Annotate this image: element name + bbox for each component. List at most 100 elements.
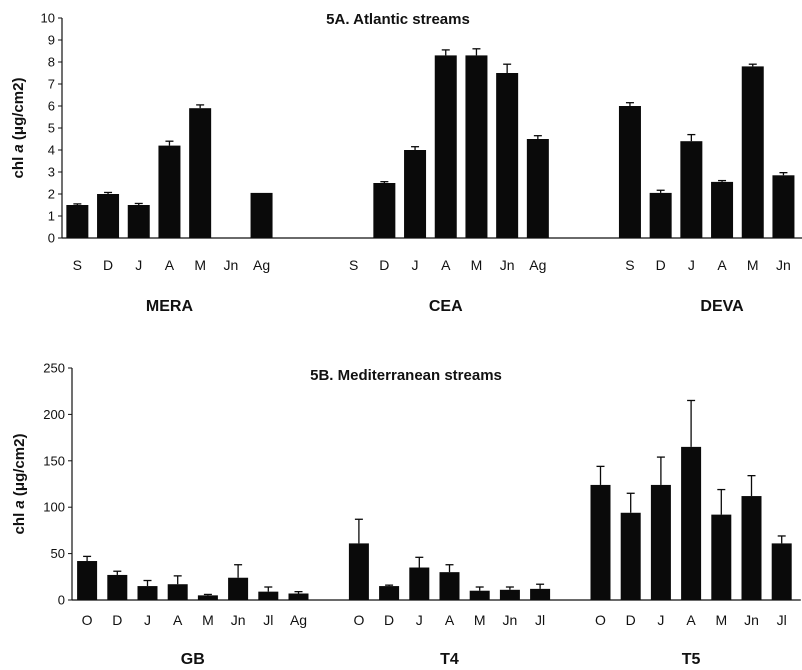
bar-mera-j xyxy=(127,205,150,238)
y-tick-label: 2 xyxy=(48,187,55,202)
x-tick-label: D xyxy=(379,257,389,273)
y-tick-label: 1 xyxy=(48,209,55,224)
y-tick-label: 0 xyxy=(58,593,65,608)
bar-t5-jn xyxy=(741,496,762,600)
x-tick-label: Ag xyxy=(290,612,307,628)
bar-cea-j xyxy=(404,150,427,238)
bar-t4-jl xyxy=(530,588,551,600)
x-tick-label: A xyxy=(441,257,451,273)
y-tick-label: 50 xyxy=(51,546,65,561)
bar-cea-jn xyxy=(496,73,519,238)
x-tick-label: M xyxy=(471,257,483,273)
x-tick-label: Jl xyxy=(777,612,787,628)
y-tick-label: 9 xyxy=(48,33,55,48)
group-label-t5: T5 xyxy=(682,651,701,665)
x-tick-label: J xyxy=(144,612,151,628)
x-tick-label: M xyxy=(747,257,759,273)
group-label-deva: DEVA xyxy=(700,298,744,315)
x-tick-label: D xyxy=(656,257,666,273)
chart-title: 5A. Atlantic streams xyxy=(326,11,470,28)
x-tick-label: O xyxy=(353,612,364,628)
y-axis-label: chl a (μg/cm2) xyxy=(10,78,27,179)
x-tick-label: O xyxy=(82,612,93,628)
x-tick-label: Jn xyxy=(500,257,515,273)
x-tick-label: O xyxy=(595,612,606,628)
bar-cea-d xyxy=(373,183,396,238)
bar-mera-a xyxy=(158,145,181,238)
bar-t4-d xyxy=(379,586,400,600)
x-tick-label: D xyxy=(112,612,122,628)
bar-cea-m xyxy=(465,55,488,239)
x-tick-label: D xyxy=(626,612,636,628)
x-tick-label: Ag xyxy=(529,257,546,273)
x-tick-label: A xyxy=(173,612,183,628)
y-tick-label: 7 xyxy=(48,77,55,92)
group-label-cea: CEA xyxy=(429,298,463,315)
group-label-gb: GB xyxy=(181,651,205,665)
bar-t4-m xyxy=(469,590,490,600)
x-tick-label: J xyxy=(688,257,695,273)
bar-t5-j xyxy=(650,484,671,600)
bar-t4-jn xyxy=(499,589,520,600)
x-tick-label: Jn xyxy=(223,257,238,273)
x-tick-label: A xyxy=(165,257,175,273)
bar-gb-o xyxy=(77,561,98,600)
x-tick-label: M xyxy=(474,612,486,628)
x-tick-label: Jn xyxy=(744,612,759,628)
x-tick-label: A xyxy=(717,257,727,273)
x-tick-label: J xyxy=(416,612,423,628)
y-tick-label: 100 xyxy=(43,500,65,515)
bar-mera-d xyxy=(97,194,120,238)
x-tick-label: J xyxy=(412,257,419,273)
bar-deva-j xyxy=(680,141,703,238)
bar-t5-jl xyxy=(771,543,792,600)
group-label-mera: MERA xyxy=(146,298,194,315)
bar-deva-jn xyxy=(772,175,795,238)
x-tick-label: J xyxy=(657,612,664,628)
x-tick-label: M xyxy=(194,257,206,273)
y-tick-label: 10 xyxy=(41,11,55,26)
y-tick-label: 3 xyxy=(48,165,55,180)
x-tick-label: S xyxy=(625,257,634,273)
bar-t4-a xyxy=(439,572,460,600)
group-label-t4: T4 xyxy=(440,651,459,665)
y-tick-label: 6 xyxy=(48,99,55,114)
bar-cea-a xyxy=(434,55,457,239)
bar-mera-m xyxy=(189,108,212,238)
y-tick-label: 0 xyxy=(48,231,55,246)
bar-t5-d xyxy=(620,512,641,600)
x-tick-label: Ag xyxy=(253,257,270,273)
bar-gb-ag xyxy=(288,593,309,600)
x-tick-label: A xyxy=(445,612,455,628)
x-tick-label: Jl xyxy=(263,612,273,628)
x-tick-label: M xyxy=(715,612,727,628)
bar-t5-a xyxy=(681,446,702,600)
y-tick-label: 200 xyxy=(43,407,65,422)
bar-t4-o xyxy=(348,543,369,600)
bar-deva-s xyxy=(618,106,641,238)
y-tick-label: 5 xyxy=(48,121,55,136)
y-tick-label: 250 xyxy=(43,361,65,376)
x-tick-label: M xyxy=(202,612,214,628)
bar-mera-s xyxy=(66,205,89,238)
x-tick-label: D xyxy=(103,257,113,273)
y-tick-label: 150 xyxy=(43,453,65,468)
y-tick-label: 4 xyxy=(48,143,55,158)
bar-t4-j xyxy=(409,567,430,600)
x-tick-label: J xyxy=(135,257,142,273)
bar-deva-d xyxy=(649,192,672,238)
x-tick-label: D xyxy=(384,612,394,628)
x-tick-label: S xyxy=(73,257,82,273)
bar-mera-ag xyxy=(250,192,273,238)
bar-gb-d xyxy=(107,574,128,600)
y-tick-label: 8 xyxy=(48,55,55,70)
chart-title: 5B. Mediterranean streams xyxy=(310,367,502,384)
y-axis-label: chl a (μg/cm2) xyxy=(11,434,28,535)
bar-t5-m xyxy=(711,514,732,600)
bar-gb-a xyxy=(167,584,188,600)
x-tick-label: Jl xyxy=(535,612,545,628)
bar-t5-o xyxy=(590,484,611,600)
bar-deva-a xyxy=(711,181,734,238)
bar-gb-jl xyxy=(258,591,279,600)
